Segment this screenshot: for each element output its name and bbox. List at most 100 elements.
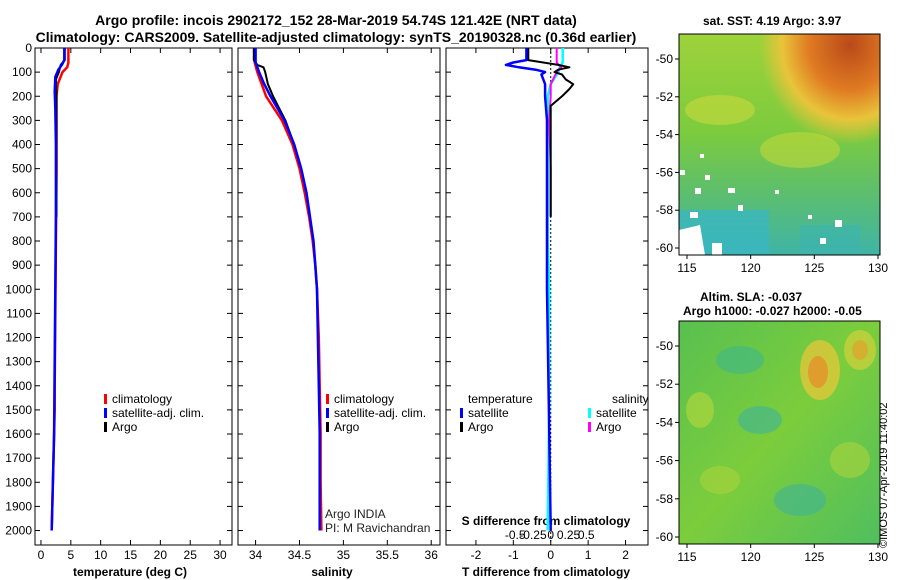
salinity-panel (237, 47, 441, 546)
diff-legend-label: Argo (596, 420, 622, 434)
sla-lon-label: 125 (804, 550, 824, 564)
salinity-legend-label: satellite-adj. clim. (334, 406, 426, 420)
sst-lon-label: 130 (868, 261, 888, 275)
sst-lon-label: 125 (804, 261, 824, 275)
sst-map (678, 33, 881, 256)
sla-map (678, 320, 881, 545)
temp-xtick-label: 20 (154, 548, 168, 562)
sst-lon-label: 120 (741, 261, 761, 275)
salinity-legend-swatch (326, 422, 329, 432)
sal-xtick-label: 36 (425, 548, 439, 562)
sla-lat-label: -54 (656, 415, 674, 429)
depth-tick-label: 1200 (5, 331, 32, 345)
profile-title-line2: Climatology: CARS2009. Satellite-adjuste… (35, 29, 637, 45)
diff-xtick-label: -1 (508, 548, 519, 562)
diff-legend-label: Argo (468, 420, 494, 434)
sal-xtick-label: 34.5 (288, 548, 312, 562)
temperature-legend-label: satellite-adj. clim. (112, 406, 204, 420)
sal-xtick-label: 35 (337, 548, 351, 562)
sst-lat-label: -50 (656, 52, 674, 66)
sal-series-satellite-adj-clim- (254, 48, 321, 531)
depth-tick-label: 100 (12, 65, 32, 79)
temperature-axis-label: temperature (deg C) (73, 565, 187, 579)
sla-map-title-2: Argo h1000: -0.027 h2000: -0.05 (683, 304, 862, 318)
diff-legend-label: satellite (468, 406, 509, 420)
depth-tick-label: 700 (12, 210, 32, 224)
sla-lon-label: 120 (741, 550, 761, 564)
diff-series-temperature-argo (527, 48, 575, 217)
sst-lat-label: -60 (656, 241, 674, 255)
temperature-legend-swatch (104, 422, 107, 432)
sla-lat-label: -52 (656, 377, 674, 391)
depth-tick-label: 600 (12, 186, 32, 200)
temperature-legend-swatch (104, 394, 107, 404)
depth-tick-label: 1700 (5, 451, 32, 465)
diff-legend-label: satellite (596, 406, 637, 420)
diff-xtick-label: 0 (547, 548, 554, 562)
depth-tick-label: 1300 (5, 355, 32, 369)
credit-line2: PI: M Ravichandran (325, 521, 430, 535)
sla-lat-label: -50 (656, 339, 674, 353)
sal-xtick-label: 34 (249, 548, 263, 562)
diff-series-temperature-satellite (504, 48, 552, 531)
sst-lat-label: -58 (656, 203, 674, 217)
depth-tick-label: 1900 (5, 499, 32, 513)
t-difference-axis-label: T difference from climatology (462, 565, 630, 579)
temp-xtick-label: 30 (213, 548, 227, 562)
salinity-legend-swatch (326, 394, 329, 404)
sdiff-tick-label: -0.5 (505, 528, 526, 542)
depth-tick-label: 1500 (5, 403, 32, 417)
temp-xtick-label: 0 (38, 548, 45, 562)
sal-xtick-label: 35.5 (376, 548, 400, 562)
salinity-axis-label: salinity (311, 565, 353, 579)
sdiff-tick-label: 0.25 (557, 528, 581, 542)
depth-tick-label: 1600 (5, 427, 32, 441)
sst-lat-label: -56 (656, 165, 674, 179)
depth-tick-label: 1800 (5, 475, 32, 489)
depth-tick-label: 200 (12, 89, 32, 103)
depth-tick-label: 800 (12, 234, 32, 248)
imos-stamp: ©IMOS 07-Apr-2019 11:40:02 (878, 402, 890, 548)
temp-xtick-label: 5 (67, 548, 74, 562)
salinity-legend-swatch (326, 408, 329, 418)
sst-map-title: sat. SST: 4.19 Argo: 3.97 (703, 14, 842, 28)
temperature-panel (34, 47, 233, 546)
diff-xtick-label: 2 (622, 548, 629, 562)
diff-xtick-label: -2 (471, 548, 482, 562)
sla-lat-label: -58 (656, 492, 674, 506)
depth-tick-label: 300 (12, 113, 32, 127)
depth-tick-label: 1000 (5, 282, 32, 296)
diff-legend-salinity-title: salinity (612, 392, 649, 406)
diff-legend-swatch (588, 408, 591, 418)
sdiff-tick-label: -0.25 (519, 528, 547, 542)
temp-xtick-label: 10 (94, 548, 108, 562)
salinity-legend-label: climatology (334, 392, 394, 406)
diff-legend-swatch (588, 422, 591, 432)
diff-xtick-label: 1 (585, 548, 592, 562)
temp-xtick-label: 15 (124, 548, 138, 562)
sst-lat-label: -54 (656, 128, 674, 142)
temp-xtick-label: 25 (184, 548, 198, 562)
depth-tick-label: 0 (25, 41, 32, 55)
sla-lon-label: 115 (677, 550, 696, 564)
depth-tick-label: 1100 (6, 306, 32, 320)
sla-lat-label: -56 (656, 454, 674, 468)
depth-tick-label: 500 (12, 162, 32, 176)
sla-lon-label: 130 (868, 550, 888, 564)
salinity-legend-label: Argo (334, 420, 360, 434)
diff-legend-swatch (460, 422, 463, 432)
temperature-legend-label: climatology (112, 392, 172, 406)
depth-tick-label: 400 (12, 138, 32, 152)
sst-lat-label: -52 (656, 90, 674, 104)
profile-title-line1: Argo profile: incois 2902172_152 28-Mar-… (95, 12, 577, 28)
sst-lon-label: 115 (677, 261, 696, 275)
diff-legend-temperature-title: temperature (468, 392, 533, 406)
depth-tick-label: 900 (12, 258, 32, 272)
temp-series-satellite-adj-clim- (50, 48, 66, 531)
depth-tick-label: 2000 (5, 524, 32, 538)
temperature-legend-swatch (104, 408, 107, 418)
sla-map-title-1: Altim. SLA: -0.037 (700, 290, 803, 304)
sla-lat-label: -60 (656, 530, 674, 544)
diff-legend-swatch (460, 408, 463, 418)
